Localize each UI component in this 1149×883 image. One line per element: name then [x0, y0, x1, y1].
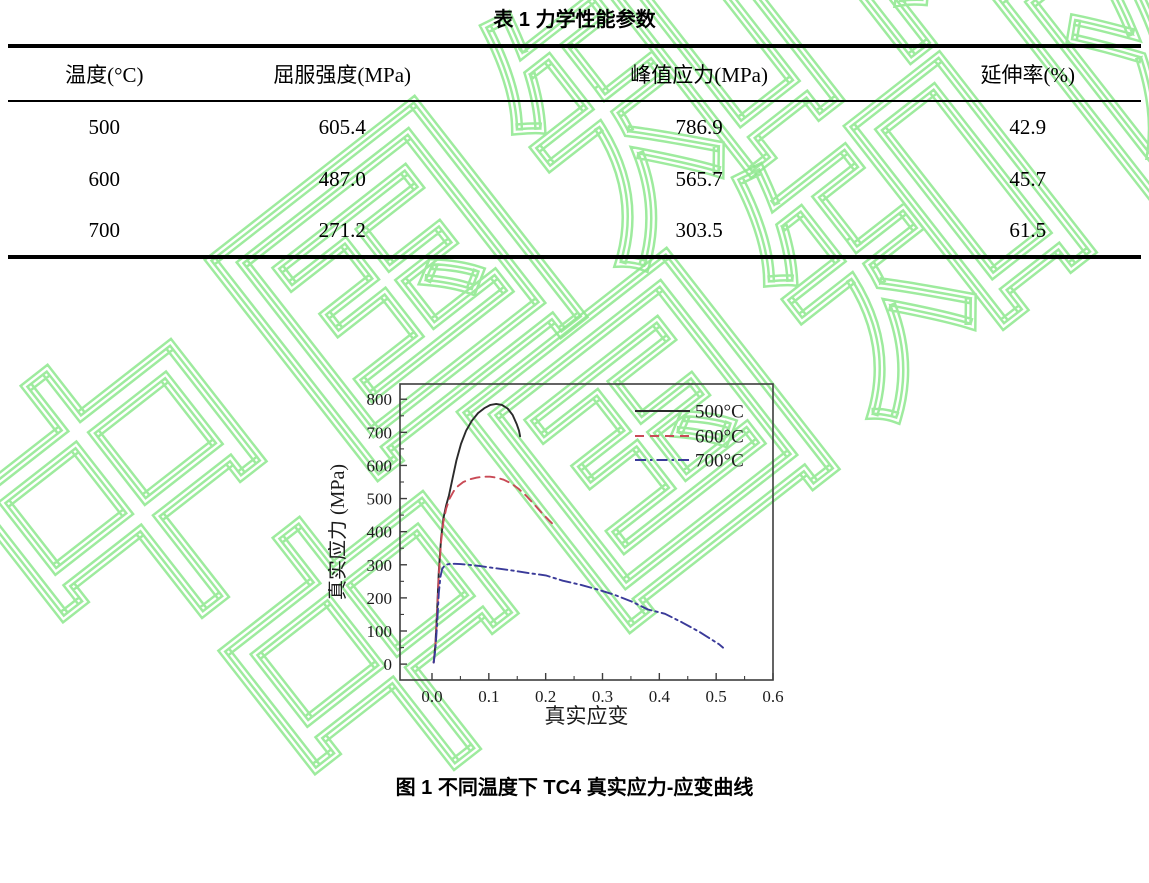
- series-line-600°C: [432, 475, 554, 664]
- x-tick-label: 0.3: [592, 687, 613, 706]
- cell-elongation: 61.5: [1009, 217, 1047, 242]
- y-tick-label: 800: [367, 390, 393, 409]
- table-row: 500 605.4 786.9 42.9: [8, 101, 1141, 153]
- cell-temperature: 500: [88, 115, 121, 139]
- legend-label-600°C: 600°C: [695, 427, 744, 448]
- figure-caption: 图 1 不同温度下 TC4 真实应力-应变曲线: [395, 777, 754, 799]
- col-header-yield-strength: 屈服强度(MPa): [273, 63, 412, 87]
- col-header-temperature: 温度(°C): [65, 63, 144, 87]
- col-header-elongation: 延伸率(%): [980, 63, 1075, 87]
- y-tick-label: 400: [367, 523, 393, 542]
- series-line-500°C: [432, 402, 522, 664]
- y-tick-label: 500: [367, 490, 393, 509]
- cell-yield-strength: 271.2: [318, 217, 366, 242]
- x-tick-label: 0.2: [535, 687, 556, 706]
- mechanical-properties-table: 温度(°C) 屈服强度(MPa) 峰值应力(MPa) 延伸率(%) 500 60…: [8, 44, 1141, 259]
- y-tick-label: 200: [367, 589, 393, 608]
- table-header-row: 温度(°C) 屈服强度(MPa) 峰值应力(MPa) 延伸率(%): [8, 46, 1141, 101]
- cell-temperature: 700: [88, 217, 121, 242]
- cell-elongation: 45.7: [1009, 166, 1047, 191]
- cell-elongation: 42.9: [1009, 115, 1047, 139]
- table-row: 600 487.0 565.7 45.7: [8, 153, 1141, 205]
- cell-yield-strength: 487.0: [318, 166, 366, 191]
- y-tick-label: 700: [367, 423, 393, 442]
- y-tick-label: 0: [384, 655, 393, 674]
- cell-peak-stress: 786.9: [675, 115, 723, 139]
- x-tick-label: 0.1: [478, 687, 499, 706]
- table-title: 表 1 力学性能参数: [493, 9, 656, 31]
- legend-label-700°C: 700°C: [695, 451, 744, 472]
- x-tick-label: 0.4: [649, 687, 671, 706]
- y-axis-label: 真实应力 (MPa): [328, 464, 349, 600]
- col-header-peak-stress: 峰值应力(MPa): [630, 63, 768, 87]
- x-tick-label: 0.5: [706, 687, 727, 706]
- y-tick-label: 600: [367, 456, 393, 475]
- series-line-700°C: [432, 562, 724, 664]
- cell-peak-stress: 565.7: [675, 166, 723, 191]
- stress-strain-chart: 0.0 0.1 0.2 0.3 0.4 0.5 0.6 0 100 200 300 400 500 600…: [328, 383, 784, 728]
- cell-peak-stress: 303.5: [675, 217, 723, 242]
- table-row: 700 271.2 303.5 61.5: [8, 205, 1141, 257]
- x-tick-label: 0.6: [762, 687, 783, 706]
- y-tick-label: 100: [367, 622, 393, 641]
- cell-yield-strength: 605.4: [318, 115, 366, 139]
- y-tick-label: 300: [367, 556, 393, 575]
- page-content: 表 1 力学性能参数 温度(°C) 屈服强度(MPa) 峰值应力(MPa) 延伸…: [8, 9, 1141, 799]
- cell-temperature: 600: [88, 166, 121, 191]
- legend-label-500°C: 500°C: [695, 402, 744, 423]
- x-tick-label: 0.0: [421, 687, 442, 706]
- x-axis-label: 真实应变: [545, 704, 629, 728]
